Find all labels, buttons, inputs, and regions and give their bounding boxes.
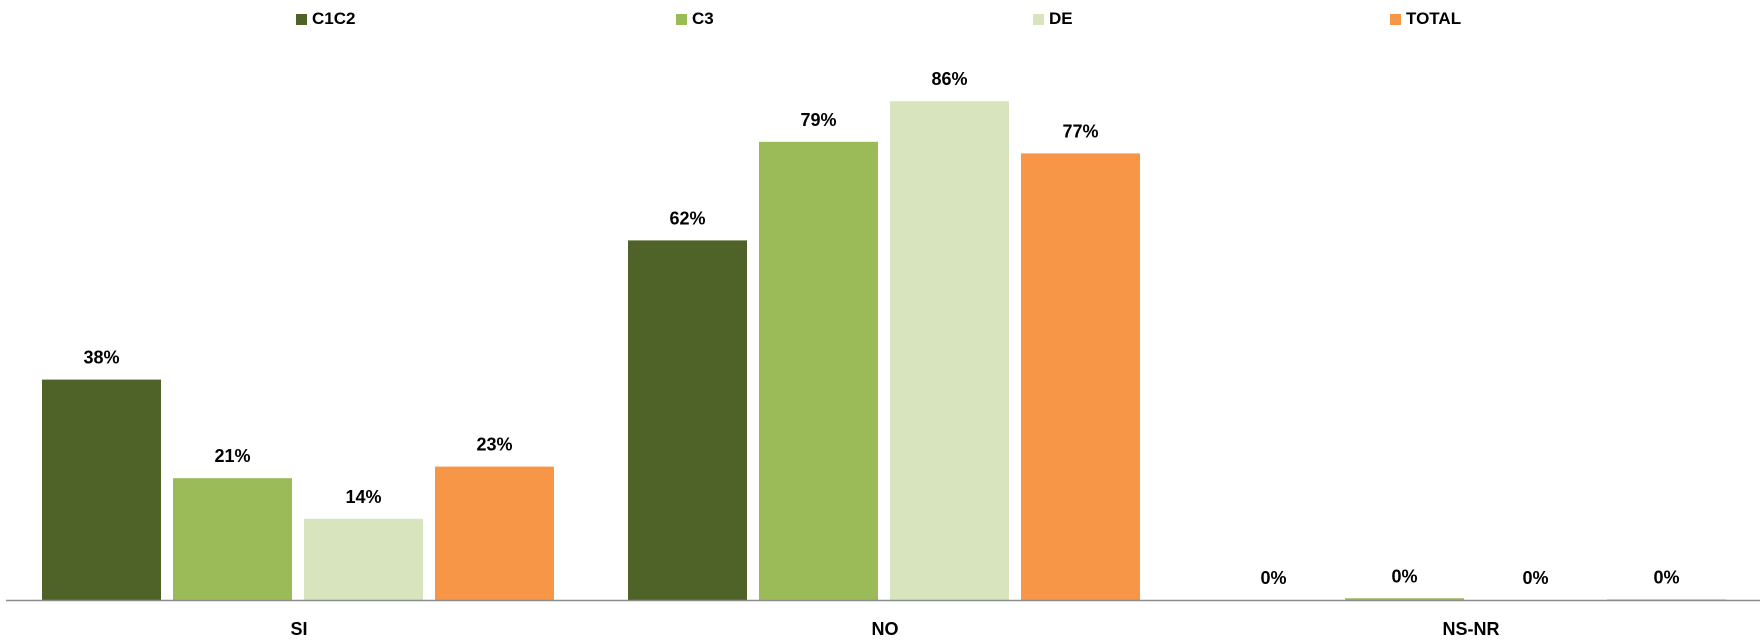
bar-no-total — [1021, 153, 1140, 600]
value-label-ns-nr-de: 0% — [1522, 568, 1548, 588]
bar-ns-nr-c3 — [1345, 598, 1464, 600]
value-label-si-c3: 21% — [214, 446, 250, 466]
bar-si-c1c2 — [42, 380, 161, 600]
bar-no-de — [890, 101, 1009, 600]
category-label-ns-nr: NS-NR — [1443, 619, 1500, 639]
value-label-no-c3: 79% — [800, 110, 836, 130]
bar-group — [42, 101, 1726, 600]
value-label-ns-nr-total: 0% — [1653, 567, 1679, 587]
value-label-si-total: 23% — [476, 435, 512, 455]
value-label-ns-nr-c1c2: 0% — [1260, 568, 1286, 588]
bar-si-de — [304, 519, 423, 600]
bar-no-c1c2 — [628, 240, 747, 600]
value-label-si-de: 14% — [345, 487, 381, 507]
bar-no-c3 — [759, 142, 878, 600]
value-label-no-de: 86% — [931, 69, 967, 89]
value-label-ns-nr-c3: 0% — [1391, 566, 1417, 586]
category-label-no: NO — [872, 619, 899, 639]
bar-si-total — [435, 467, 554, 600]
category-label-group: SI NO NS-NR — [290, 619, 1499, 639]
bar-si-c3 — [173, 478, 292, 600]
value-label-no-total: 77% — [1062, 121, 1098, 141]
value-label-group: 38% 21% 14% 23% 62% 79% 86% 77% 0% 0% 0% 0% — [83, 69, 1679, 588]
category-label-si: SI — [290, 619, 307, 639]
value-label-no-c1c2: 62% — [669, 208, 705, 228]
value-label-si-c1c2: 38% — [83, 348, 119, 368]
